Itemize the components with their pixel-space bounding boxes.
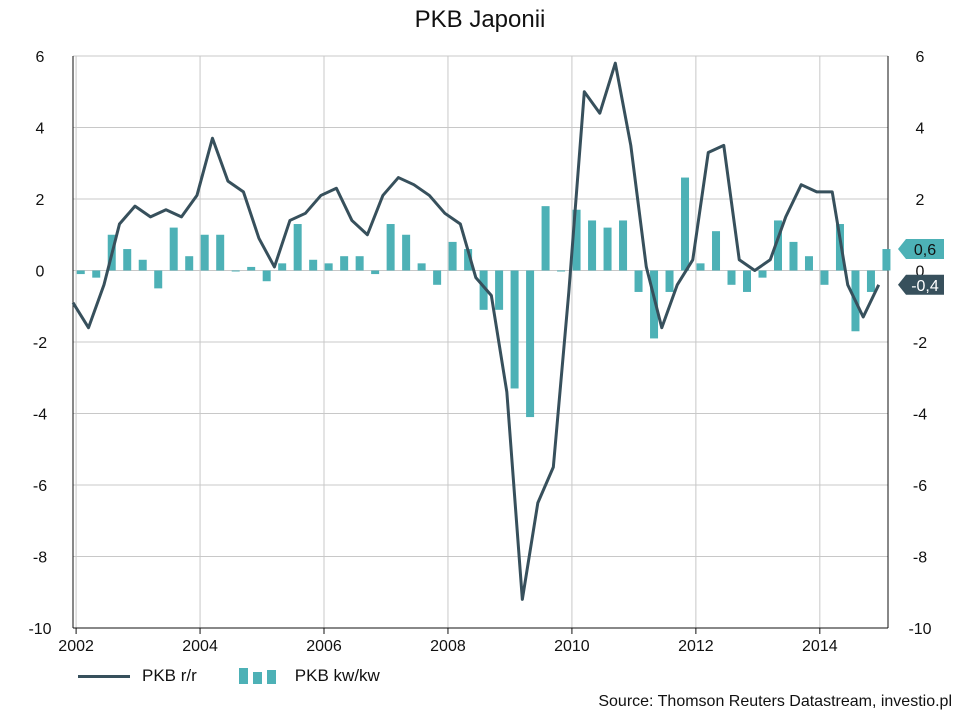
bar — [76, 270, 85, 275]
bar — [727, 270, 736, 285]
bar — [866, 270, 875, 292]
x-tick-label: 2004 — [182, 638, 218, 655]
bar — [309, 259, 318, 271]
y-tick-label-left: -8 — [33, 550, 47, 567]
bar — [138, 259, 147, 271]
bar — [634, 270, 643, 292]
bar — [572, 209, 581, 271]
bar — [448, 241, 457, 271]
y-tick-label-right: -8 — [913, 550, 927, 567]
x-tick-label: 2006 — [306, 638, 342, 655]
value-tag-label: -0,4 — [911, 278, 939, 295]
bar — [758, 270, 767, 278]
bar — [603, 227, 612, 271]
bar — [789, 241, 798, 271]
bar — [324, 263, 333, 271]
legend-item-line: PKB r/r — [78, 666, 197, 686]
bar — [804, 256, 813, 271]
bar — [526, 270, 535, 418]
legend-bar-label: PKB kw/kw — [294, 666, 380, 685]
y-tick-label-right: 6 — [916, 49, 925, 66]
legend-line-swatch — [78, 674, 130, 678]
bar — [557, 270, 566, 272]
y-tick-label-left: -4 — [33, 407, 47, 424]
bar — [154, 270, 163, 289]
bar — [541, 206, 550, 271]
bar — [417, 263, 426, 271]
y-tick-label-right: -4 — [913, 407, 927, 424]
bar — [588, 220, 597, 271]
bar — [773, 220, 782, 271]
bar — [882, 249, 891, 271]
bar — [681, 177, 690, 271]
legend: PKB r/r PKB kw/kw — [78, 666, 422, 686]
bar — [696, 263, 705, 271]
x-tick-label: 2010 — [554, 638, 590, 655]
legend-line-label: PKB r/r — [142, 666, 197, 685]
x-tick-label: 2014 — [802, 638, 838, 655]
bar — [231, 270, 240, 272]
legend-bar-swatch — [238, 668, 281, 684]
value-tag — [898, 239, 944, 260]
bar — [433, 270, 442, 285]
chart-title: PKB Japonii — [414, 6, 546, 33]
bar — [340, 256, 349, 271]
y-tick-label-right: -2 — [913, 335, 927, 352]
bar — [169, 227, 178, 271]
value-tag — [898, 274, 944, 295]
x-tick-label: 2008 — [430, 638, 466, 655]
y-tick-label-right: -10 — [908, 621, 931, 638]
bar — [712, 231, 721, 271]
bar — [386, 224, 395, 271]
x-tick-label: 2012 — [678, 638, 714, 655]
bar — [92, 270, 101, 278]
bar — [247, 266, 256, 271]
bar — [355, 256, 364, 271]
bar — [200, 234, 209, 271]
y-tick-label-left: 6 — [36, 49, 45, 66]
y-tick-label-left: -2 — [33, 335, 47, 352]
bar — [479, 270, 488, 310]
bar — [185, 256, 194, 271]
bar — [820, 270, 829, 285]
bar — [650, 270, 659, 339]
y-tick-label-right: 2 — [916, 192, 925, 209]
y-tick-label-right: 4 — [916, 121, 925, 138]
bar — [278, 263, 287, 271]
y-tick-label-right: 0 — [916, 264, 925, 281]
bar — [464, 249, 473, 271]
y-tick-label-left: 2 — [36, 192, 45, 209]
source-note: Source: Thomson Reuters Datastream, inve… — [598, 693, 952, 710]
line-series-pkb-rr — [71, 61, 881, 601]
y-tick-label-left: -6 — [33, 478, 47, 495]
y-tick-label-left: 4 — [36, 121, 45, 138]
bar — [216, 234, 225, 271]
bar — [402, 234, 411, 271]
bar — [495, 270, 504, 310]
x-tick-label: 2002 — [58, 638, 94, 655]
bar — [123, 249, 132, 271]
bar — [371, 270, 380, 275]
bar — [510, 270, 519, 389]
y-tick-label-left: -10 — [28, 621, 51, 638]
y-tick-label-right: -6 — [913, 478, 927, 495]
bar — [743, 270, 752, 292]
bar — [665, 270, 674, 292]
bar — [619, 220, 628, 271]
y-tick-label-left: 0 — [36, 264, 45, 281]
value-tag-label: 0,6 — [914, 242, 936, 259]
legend-item-bars: PKB kw/kw — [238, 666, 380, 686]
bar — [262, 270, 271, 282]
bar — [293, 224, 302, 271]
